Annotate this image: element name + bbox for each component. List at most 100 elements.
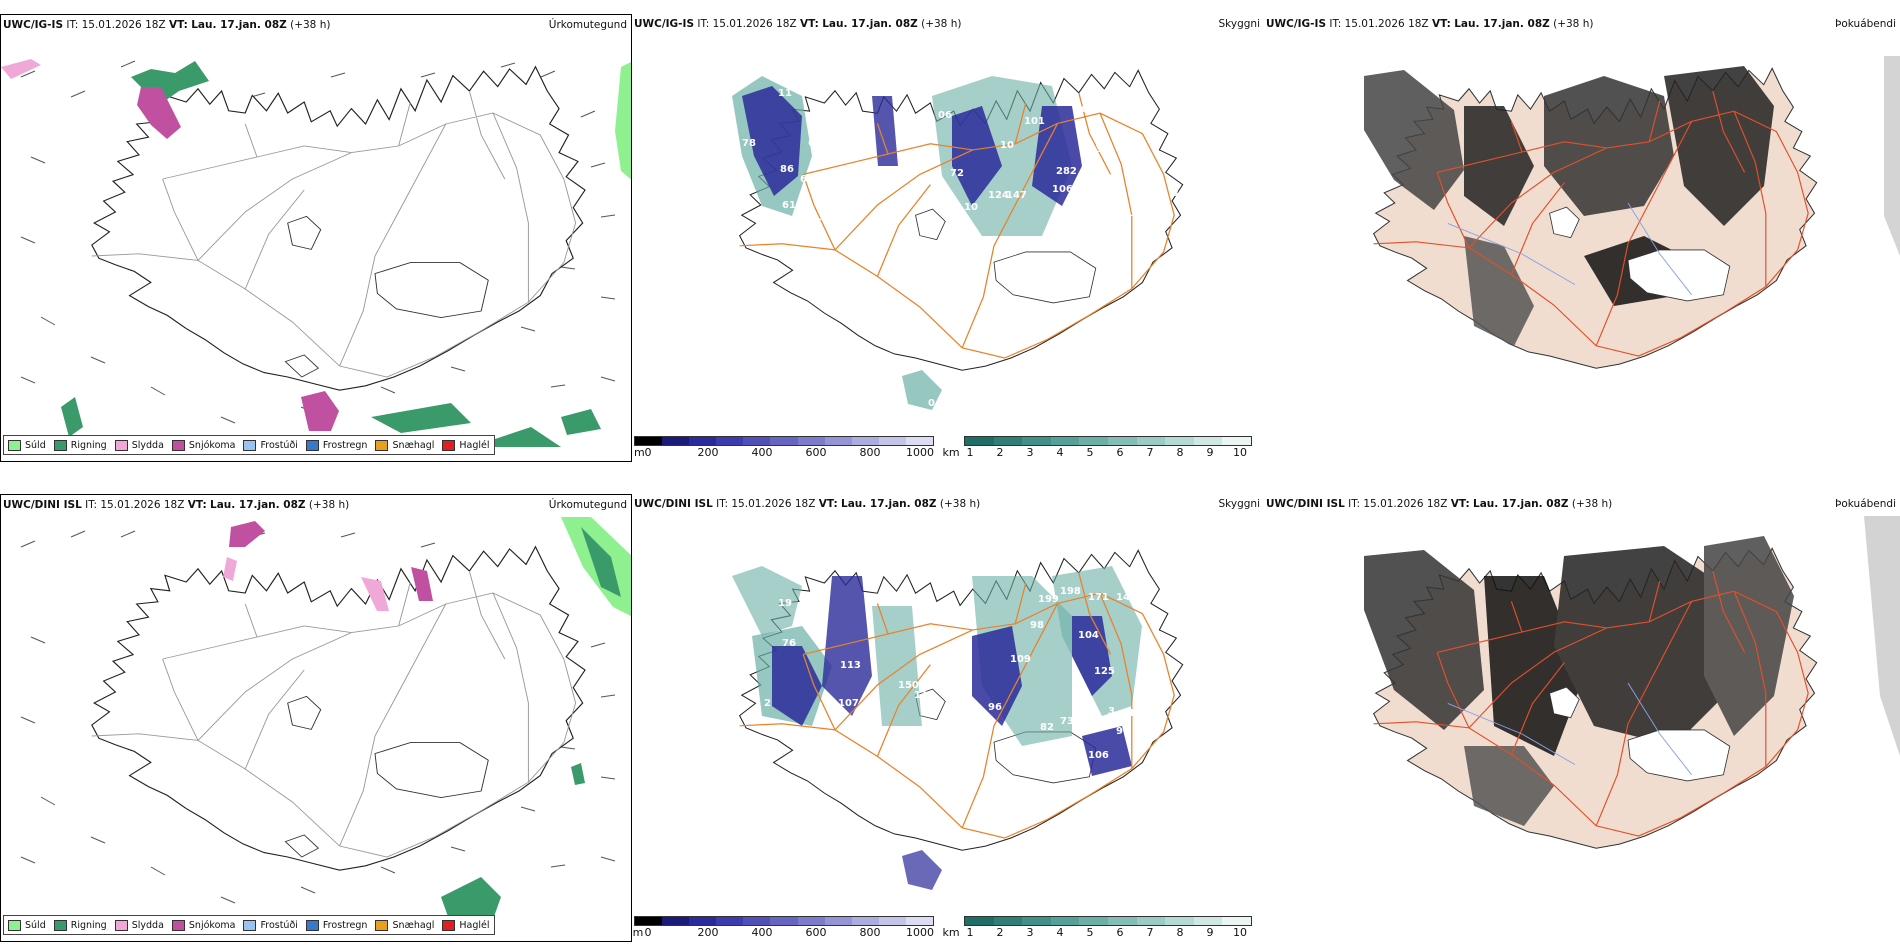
- ceiling-visibility-panel-bottom: UWC/DINI ISL IT: 15.01.2026 18Z VT: Lau.…: [632, 494, 1264, 942]
- legend-item: Súld: [8, 439, 46, 451]
- ceiling-colorbar-strip: [634, 436, 934, 446]
- legend-swatch: [114, 919, 128, 931]
- ceiling-label: 19: [778, 598, 792, 609]
- ceiling-label: 06: [938, 110, 952, 121]
- ceiling-label: 10: [964, 202, 978, 213]
- legend-swatch: [305, 919, 319, 931]
- ceiling-label: 3: [1172, 188, 1179, 199]
- ceiling-label: 62: [800, 174, 814, 185]
- ceiling-label: 72: [950, 168, 964, 179]
- fog-index-panel-top: UWC/IG-IS IT: 15.01.2026 18Z VT: Lau. 17…: [1264, 14, 1900, 462]
- ceiling-label: 282: [1056, 166, 1077, 177]
- legend-swatch: [53, 439, 67, 451]
- legend-item: Frostúði: [243, 919, 298, 931]
- precip-type-panel-top: UWC/IG-IS IT: 15.01.2026 18Z VT: Lau. 17…: [0, 14, 632, 462]
- ceiling-label: 11: [914, 690, 928, 701]
- legend-swatch: [375, 439, 389, 451]
- legend-swatch: [171, 919, 185, 931]
- visibility-colorbar-strip: [964, 916, 1252, 926]
- legend-item: Frostregn: [305, 919, 367, 931]
- ceiling-labels: 19 76 113 107 2 150 11 96 109 98 199 198…: [764, 586, 1135, 893]
- panel-type-label: Þokuábendi: [1835, 498, 1896, 510]
- visibility-colorbar-strip: [964, 436, 1252, 446]
- precip-legend: Súld Rigning Slydda Snjókoma Frostúði Fr…: [3, 435, 495, 455]
- ceiling-label: 88: [938, 882, 952, 893]
- ceiling-labels: 11 78 69 7 86 62 61 10 06 72 10 101 362 …: [742, 88, 1179, 409]
- precip-areas: [223, 517, 631, 925]
- ceiling-label: 69: [808, 138, 822, 149]
- legend-item: Frostúði: [243, 439, 298, 451]
- panel-title: UWC/IG-IS IT: 15.01.2026 18Z VT: Lau. 17…: [3, 19, 331, 31]
- panel-title: UWC/IG-IS IT: 15.01.2026 18Z VT: Lau. 17…: [1266, 18, 1594, 30]
- legend-swatch: [442, 439, 456, 451]
- legend-item: Snæhagl: [375, 919, 434, 931]
- fog-areas: [1364, 56, 1900, 346]
- legend-swatch: [243, 919, 257, 931]
- ceiling-label: 152: [1096, 206, 1117, 217]
- iceland-map-ceiling: 11 78 69 7 86 62 61 10 06 72 10 101 362 …: [732, 69, 1184, 410]
- ceiling-label: 108: [1056, 208, 1077, 219]
- ceiling-label: 113: [840, 660, 861, 671]
- ceiling-label: 106: [1088, 750, 1109, 761]
- legend-swatch: [114, 439, 128, 451]
- iceland-map-ceiling: 19 76 113 107 2 150 11 96 109 98 199 198…: [732, 549, 1184, 893]
- ceiling-label: 124: [988, 190, 1009, 201]
- ceiling-label: 3: [1108, 706, 1115, 717]
- panel-type-label: Skyggni: [1218, 498, 1261, 510]
- ceiling-label: 11: [778, 88, 792, 99]
- ceiling-label: 73: [1060, 716, 1074, 727]
- visibility-colorbar: km 1 2 3 4 5 6 7 8 9 10: [942, 916, 1252, 939]
- precip-type-panel-bottom: UWC/DINI ISL IT: 15.01.2026 18Z VT: Lau.…: [0, 494, 632, 942]
- panel-title: UWC/DINI ISL IT: 15.01.2026 18Z VT: Lau.…: [1266, 498, 1613, 510]
- iceland-map-fog: [1364, 56, 1900, 369]
- ceiling-label: 7: [828, 148, 835, 159]
- ceiling-label: 137: [1130, 208, 1151, 219]
- legend-swatch: [53, 919, 67, 931]
- legend-swatch: [8, 919, 21, 931]
- ceiling-label: 61: [782, 200, 796, 211]
- legend-swatch: [442, 919, 456, 931]
- panel-title: UWC/IG-IS IT: 15.01.2026 18Z VT: Lau. 17…: [634, 18, 962, 30]
- ceiling-colorbar-ticks: m 0 200 400 600 800 1000: [632, 926, 934, 939]
- legend-item: Haglél: [442, 919, 490, 931]
- ceiling-label: 10: [818, 212, 832, 223]
- legend-swatch: [305, 439, 319, 451]
- cloud-areas: [732, 566, 1142, 890]
- ceiling-colorbar-ticks: m 0 200 400 600 800 1000: [634, 446, 934, 459]
- legend-item: Haglél: [442, 439, 490, 451]
- panel-type-label: Úrkomutegund: [548, 19, 627, 31]
- ceiling-label: 362: [1074, 104, 1095, 115]
- ceiling-label: 96: [988, 702, 1002, 713]
- ceiling-label: 171: [1088, 592, 1109, 603]
- panel-title: UWC/DINI ISL IT: 15.01.2026 18Z VT: Lau.…: [3, 499, 350, 511]
- panel-type-label: Skyggni: [1218, 18, 1261, 30]
- ceiling-label: 109: [1010, 654, 1031, 665]
- ceiling-colorbar: m 0 200 400 600 800 1000: [632, 916, 934, 939]
- ceiling-label: 107: [838, 698, 859, 709]
- precip-legend: Súld Rigning Slydda Snjókoma Frostúði Fr…: [3, 915, 495, 935]
- ceiling-label: 106: [1052, 184, 1073, 195]
- iceland-map-fog: [1364, 516, 1900, 849]
- ceiling-visibility-panel-top: UWC/IG-IS IT: 15.01.2026 18Z VT: Lau. 17…: [632, 14, 1264, 462]
- ceiling-label: 198: [1060, 586, 1081, 597]
- ceiling-label: 101: [1024, 116, 1045, 127]
- legend-item: Snjókoma: [171, 439, 235, 451]
- legend-swatch: [171, 439, 185, 451]
- visibility-colorbar-ticks: km 1 2 3 4 5 6 7 8 9 10: [942, 446, 1247, 459]
- ceiling-label: 98: [1030, 620, 1044, 631]
- ceiling-label: 93: [1088, 144, 1102, 155]
- iceland-map-precip: [20, 517, 631, 925]
- ceiling-label: 2: [764, 698, 771, 709]
- ceiling-label: 150: [898, 680, 919, 691]
- ceiling-label: 1: [1128, 708, 1135, 719]
- ceiling-label: 86: [1136, 168, 1150, 179]
- legend-item: Rigning: [53, 919, 107, 931]
- precip-areas: [1, 59, 631, 447]
- panel-type-label: Þokuábendi: [1835, 18, 1896, 30]
- iceland-map-precip: [1, 59, 631, 447]
- fog-index-panel-bottom: UWC/DINI ISL IT: 15.01.2026 18Z VT: Lau.…: [1264, 494, 1900, 942]
- ceiling-label: 147: [1006, 190, 1027, 201]
- legend-item: Snæhagl: [375, 439, 434, 451]
- ceiling-label: 125: [1094, 666, 1115, 677]
- ceiling-label: 103: [1096, 172, 1117, 183]
